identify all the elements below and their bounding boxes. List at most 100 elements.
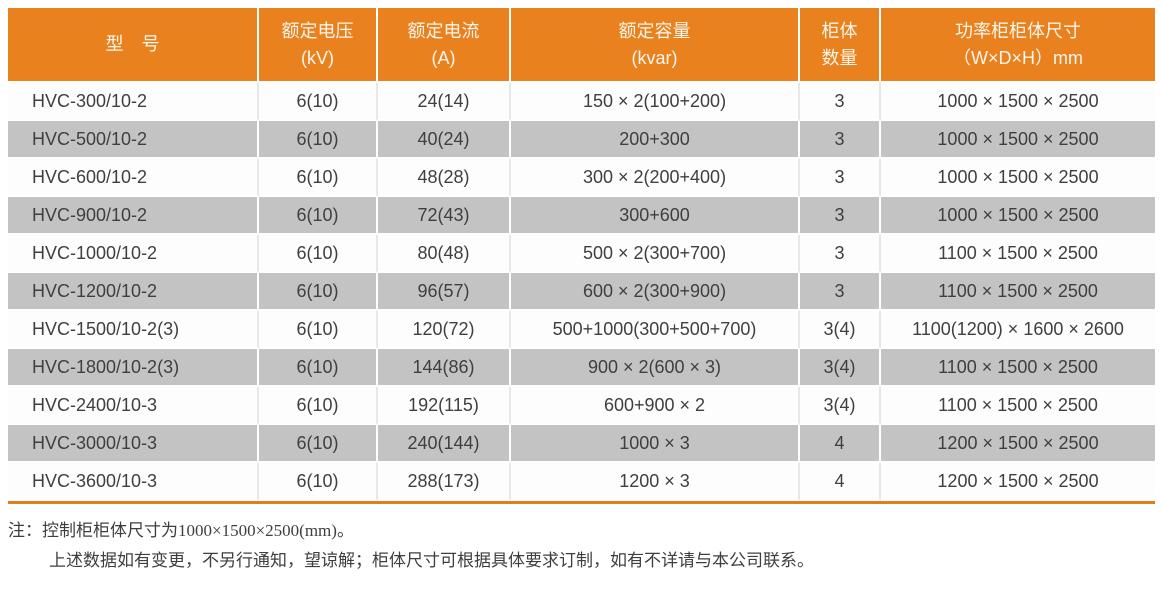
table-row: HVC-600/10-2 6(10) 48(28) 300 × 2(200+400) 3… <box>8 159 1155 197</box>
cell-rated_capacity: 300 × 2(200+400) <box>511 159 800 197</box>
footnote-cabinet-size: 注：控制柜柜体尺寸为1000×1500×2500(mm)。 <box>8 517 1161 545</box>
column-header-label: 额定电压 <box>281 20 354 41</box>
cell-rated_capacity: 500 × 2(300+700) <box>511 235 800 273</box>
cell-model: HVC-3600/10-3 <box>8 463 259 501</box>
cell-rated_voltage: 6(10) <box>259 425 378 463</box>
cell-rated_current: 96(57) <box>378 273 511 311</box>
cell-model: HVC-500/10-2 <box>8 121 259 159</box>
column-header-unit: (kV) <box>301 47 334 68</box>
cell-dimensions: 1100 × 1500 × 2500 <box>881 349 1155 387</box>
cell-rated_current: 40(24) <box>378 121 511 159</box>
cell-cabinet_count: 3 <box>800 83 881 121</box>
cell-dimensions: 1200 × 1500 × 2500 <box>881 463 1155 501</box>
cell-rated_current: 80(48) <box>378 235 511 273</box>
cell-rated_voltage: 6(10) <box>259 197 378 235</box>
cell-model: HVC-3000/10-3 <box>8 425 259 463</box>
cell-rated_capacity: 500+1000(300+500+700) <box>511 311 800 349</box>
cell-model: HVC-1800/10-2(3) <box>8 349 259 387</box>
column-header-rated-voltage: 额定电压 (kV) <box>259 8 378 83</box>
cell-dimensions: 1100 × 1500 × 2500 <box>881 387 1155 425</box>
header-row: 型 号 额定电压 (kV) 额定电流 (A) 额定容量 (kvar) 柜体 数量 <box>8 8 1155 83</box>
table-row: HVC-1500/10-2(3) 6(10) 120(72) 500+1000(300… <box>8 311 1155 349</box>
cell-rated_current: 48(28) <box>378 159 511 197</box>
cell-cabinet_count: 4 <box>800 463 881 501</box>
cell-model: HVC-1200/10-2 <box>8 273 259 311</box>
footnote-disclaimer: 上述数据如有变更，不另行通知，望谅解；柜体尺寸可根据具体要求订制，如有不详请与本… <box>49 551 814 570</box>
cell-cabinet_count: 3 <box>800 197 881 235</box>
cell-dimensions: 1000 × 1500 × 2500 <box>881 121 1155 159</box>
cell-rated_voltage: 6(10) <box>259 349 378 387</box>
cell-dimensions: 1100 × 1500 × 2500 <box>881 273 1155 311</box>
table-row: HVC-900/10-2 6(10) 72(43) 300+600 3 1000 × 15… <box>8 197 1155 235</box>
cell-cabinet_count: 3 <box>800 235 881 273</box>
cell-dimensions: 1100 × 1500 × 2500 <box>881 235 1155 273</box>
column-header-unit: (kvar) <box>631 47 678 68</box>
table-row: HVC-1200/10-2 6(10) 96(57) 600 × 2(300+900)… <box>8 273 1155 311</box>
cell-model: HVC-2400/10-3 <box>8 387 259 425</box>
cell-rated_voltage: 6(10) <box>259 235 378 273</box>
cell-cabinet_count: 4 <box>800 425 881 463</box>
cell-rated_current: 192(115) <box>378 387 511 425</box>
spec-table-header: 型 号 额定电压 (kV) 额定电流 (A) 额定容量 (kvar) 柜体 数量 <box>8 8 1155 83</box>
cell-model: HVC-1500/10-2(3) <box>8 311 259 349</box>
spec-table-body: HVC-300/10-2 6(10) 24(14) 150 × 2(100+200) 3… <box>8 83 1155 501</box>
cell-rated_capacity: 1000 × 3 <box>511 425 800 463</box>
cell-dimensions: 1000 × 1500 × 2500 <box>881 83 1155 121</box>
cell-rated_current: 240(144) <box>378 425 511 463</box>
cell-rated_capacity: 600 × 2(300+900) <box>511 273 800 311</box>
cell-cabinet_count: 3 <box>800 159 881 197</box>
cell-rated_capacity: 200+300 <box>511 121 800 159</box>
cell-model: HVC-600/10-2 <box>8 159 259 197</box>
column-header-unit: (A) <box>431 47 456 68</box>
cell-rated_capacity: 1200 × 3 <box>511 463 800 501</box>
table-row: HVC-1000/10-2 6(10) 80(48) 500 × 2(300+700)… <box>8 235 1155 273</box>
spec-table: 型 号 额定电压 (kV) 额定电流 (A) 额定容量 (kvar) 柜体 数量 <box>8 8 1155 504</box>
footnote-text: 控制柜柜体尺寸为1000×1500×2500(mm)。 <box>42 521 354 540</box>
cell-dimensions: 1000 × 1500 × 2500 <box>881 197 1155 235</box>
cell-model: HVC-1000/10-2 <box>8 235 259 273</box>
cell-rated_capacity: 900 × 2(600 × 3) <box>511 349 800 387</box>
footnotes: 注：控制柜柜体尺寸为1000×1500×2500(mm)。 上述数据如有变更，不… <box>8 517 1161 575</box>
column-header-label: 柜体 <box>821 20 858 41</box>
column-header-label: 功率柜柜体尺寸 <box>955 20 1081 41</box>
table-row: HVC-1800/10-2(3) 6(10) 144(86) 900 × 2(600 … <box>8 349 1155 387</box>
cell-rated_current: 24(14) <box>378 83 511 121</box>
table-row: HVC-3000/10-3 6(10) 240(144) 1000 × 3 4 1200 … <box>8 425 1155 463</box>
table-row: HVC-2400/10-3 6(10) 192(115) 600+900 × 2 3(4… <box>8 387 1155 425</box>
table-row: HVC-500/10-2 6(10) 40(24) 200+300 3 1000 × 15… <box>8 121 1155 159</box>
column-header-unit: （W×D×H）mm <box>953 47 1083 68</box>
cell-cabinet_count: 3 <box>800 273 881 311</box>
cell-cabinet_count: 3 <box>800 121 881 159</box>
cell-rated_current: 72(43) <box>378 197 511 235</box>
cell-rated_voltage: 6(10) <box>259 159 378 197</box>
cell-rated_current: 288(173) <box>378 463 511 501</box>
column-header-label: 额定电流 <box>407 20 480 41</box>
cell-model: HVC-900/10-2 <box>8 197 259 235</box>
cell-rated_capacity: 300+600 <box>511 197 800 235</box>
cell-cabinet_count: 3(4) <box>800 349 881 387</box>
cell-rated_voltage: 6(10) <box>259 83 378 121</box>
column-header-rated-current: 额定电流 (A) <box>378 8 511 83</box>
footnote-prefix: 注： <box>8 521 42 540</box>
cell-rated_capacity: 150 × 2(100+200) <box>511 83 800 121</box>
column-header-model: 型 号 <box>8 8 259 83</box>
cell-rated_voltage: 6(10) <box>259 463 378 501</box>
cell-rated_voltage: 6(10) <box>259 387 378 425</box>
cell-rated_current: 144(86) <box>378 349 511 387</box>
cell-rated_capacity: 600+900 × 2 <box>511 387 800 425</box>
cell-dimensions: 1100(1200) × 1600 × 2600 <box>881 311 1155 349</box>
cell-rated_voltage: 6(10) <box>259 311 378 349</box>
table-row: HVC-3600/10-3 6(10) 288(173) 1200 × 3 4 1200 … <box>8 463 1155 501</box>
cell-cabinet_count: 3(4) <box>800 387 881 425</box>
column-header-label: 型 号 <box>105 34 160 54</box>
cell-dimensions: 1200 × 1500 × 2500 <box>881 425 1155 463</box>
cell-rated_voltage: 6(10) <box>259 121 378 159</box>
column-header-label: 数量 <box>821 47 858 68</box>
column-header-dimensions: 功率柜柜体尺寸 （W×D×H）mm <box>881 8 1155 83</box>
cell-rated_voltage: 6(10) <box>259 273 378 311</box>
table-row: HVC-300/10-2 6(10) 24(14) 150 × 2(100+200) 3… <box>8 83 1155 121</box>
cell-model: HVC-300/10-2 <box>8 83 259 121</box>
cell-dimensions: 1000 × 1500 × 2500 <box>881 159 1155 197</box>
cell-cabinet_count: 3(4) <box>800 311 881 349</box>
